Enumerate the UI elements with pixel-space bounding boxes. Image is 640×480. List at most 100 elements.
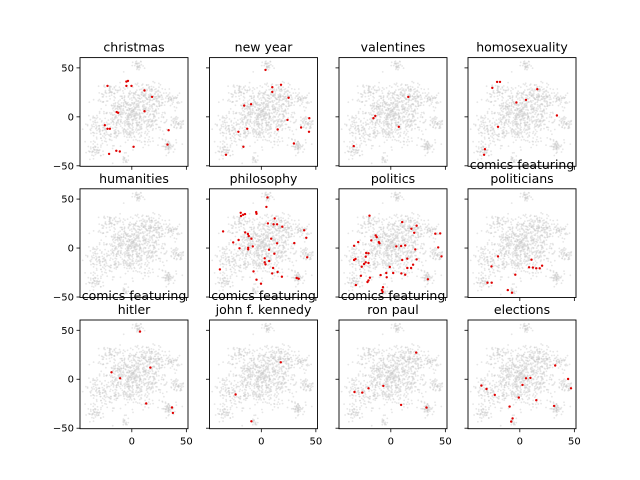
- background-point: [169, 104, 172, 107]
- background-point: [110, 104, 113, 107]
- background-point: [110, 249, 112, 252]
- background-point: [374, 126, 377, 129]
- background-point: [528, 112, 531, 114]
- background-point: [299, 116, 302, 119]
- background-point: [405, 128, 408, 131]
- background-point: [151, 120, 153, 123]
- background-point: [159, 129, 162, 131]
- background-point: [103, 122, 106, 125]
- background-point: [510, 71, 513, 73]
- background-point: [179, 125, 182, 128]
- background-point: [498, 139, 501, 142]
- background-point: [368, 127, 370, 130]
- background-point: [145, 134, 148, 136]
- background-point: [416, 117, 419, 119]
- background-point: [392, 135, 395, 138]
- background-point: [531, 107, 534, 110]
- background-point: [126, 115, 128, 117]
- background-point: [512, 124, 514, 127]
- background-point: [94, 153, 97, 156]
- background-point: [97, 151, 100, 154]
- background-point: [523, 63, 526, 65]
- background-point: [364, 100, 367, 102]
- background-point: [557, 104, 560, 107]
- background-point: [435, 116, 438, 119]
- background-point: [289, 83, 291, 86]
- background-point: [251, 90, 254, 92]
- background-point: [405, 141, 408, 143]
- background-point: [401, 105, 403, 108]
- background-point: [488, 92, 491, 95]
- background-point: [486, 98, 489, 101]
- background-point: [126, 218, 129, 221]
- background-point: [438, 122, 441, 125]
- background-point: [390, 99, 392, 101]
- subplot-title: new year: [235, 40, 294, 55]
- background-point: [556, 145, 559, 148]
- background-point: [98, 112, 101, 115]
- background-point: [404, 97, 407, 100]
- background-point: [391, 92, 394, 94]
- background-point: [152, 113, 155, 116]
- background-point: [142, 104, 145, 107]
- background-point: [423, 112, 425, 115]
- background-point: [114, 105, 117, 107]
- background-point: [97, 85, 100, 88]
- background-point: [127, 113, 130, 115]
- background-point: [424, 95, 427, 97]
- background-point: [512, 88, 514, 90]
- background-point: [382, 158, 385, 160]
- background-point: [360, 101, 363, 103]
- background-point: [561, 148, 564, 151]
- background-point: [356, 151, 359, 154]
- background-point: [148, 267, 151, 269]
- background-point: [410, 120, 413, 123]
- background-point: [386, 115, 389, 117]
- background-point: [368, 126, 371, 128]
- background-point: [101, 101, 104, 103]
- background-point: [104, 128, 107, 130]
- background-point: [104, 86, 106, 88]
- background-point: [284, 127, 287, 130]
- background-point: [149, 113, 152, 116]
- background-point: [172, 101, 175, 104]
- background-point: [92, 120, 94, 123]
- background-point: [496, 138, 499, 141]
- background-point: [98, 242, 101, 244]
- highlight-point: [482, 153, 486, 156]
- background-point: [407, 124, 410, 126]
- background-point: [140, 60, 142, 63]
- background-point: [92, 254, 95, 257]
- background-point: [240, 139, 243, 142]
- background-point: [363, 86, 365, 88]
- background-point: [168, 142, 171, 145]
- background-point: [148, 255, 151, 258]
- background-point: [364, 104, 366, 107]
- background-point: [516, 133, 518, 136]
- background-point: [295, 128, 298, 131]
- background-point: [128, 122, 131, 125]
- background-point: [430, 103, 433, 105]
- background-point: [161, 104, 163, 106]
- background-point: [138, 129, 141, 131]
- background-point: [127, 121, 130, 123]
- background-point: [271, 119, 274, 121]
- background-point: [117, 119, 119, 122]
- background-point: [278, 118, 281, 121]
- background-point: [125, 102, 127, 105]
- background-point: [117, 89, 119, 92]
- background-point: [98, 130, 101, 133]
- background-point: [143, 122, 146, 124]
- background-point: [358, 118, 360, 120]
- background-point: [426, 98, 429, 100]
- background-point: [240, 104, 242, 107]
- background-point: [493, 95, 496, 98]
- background-point: [530, 87, 532, 89]
- background-point: [402, 120, 404, 123]
- background-point: [403, 132, 405, 135]
- background-point: [523, 89, 526, 91]
- background-point: [128, 103, 131, 106]
- background-point: [132, 122, 134, 125]
- background-point: [537, 113, 540, 116]
- background-point: [280, 120, 283, 123]
